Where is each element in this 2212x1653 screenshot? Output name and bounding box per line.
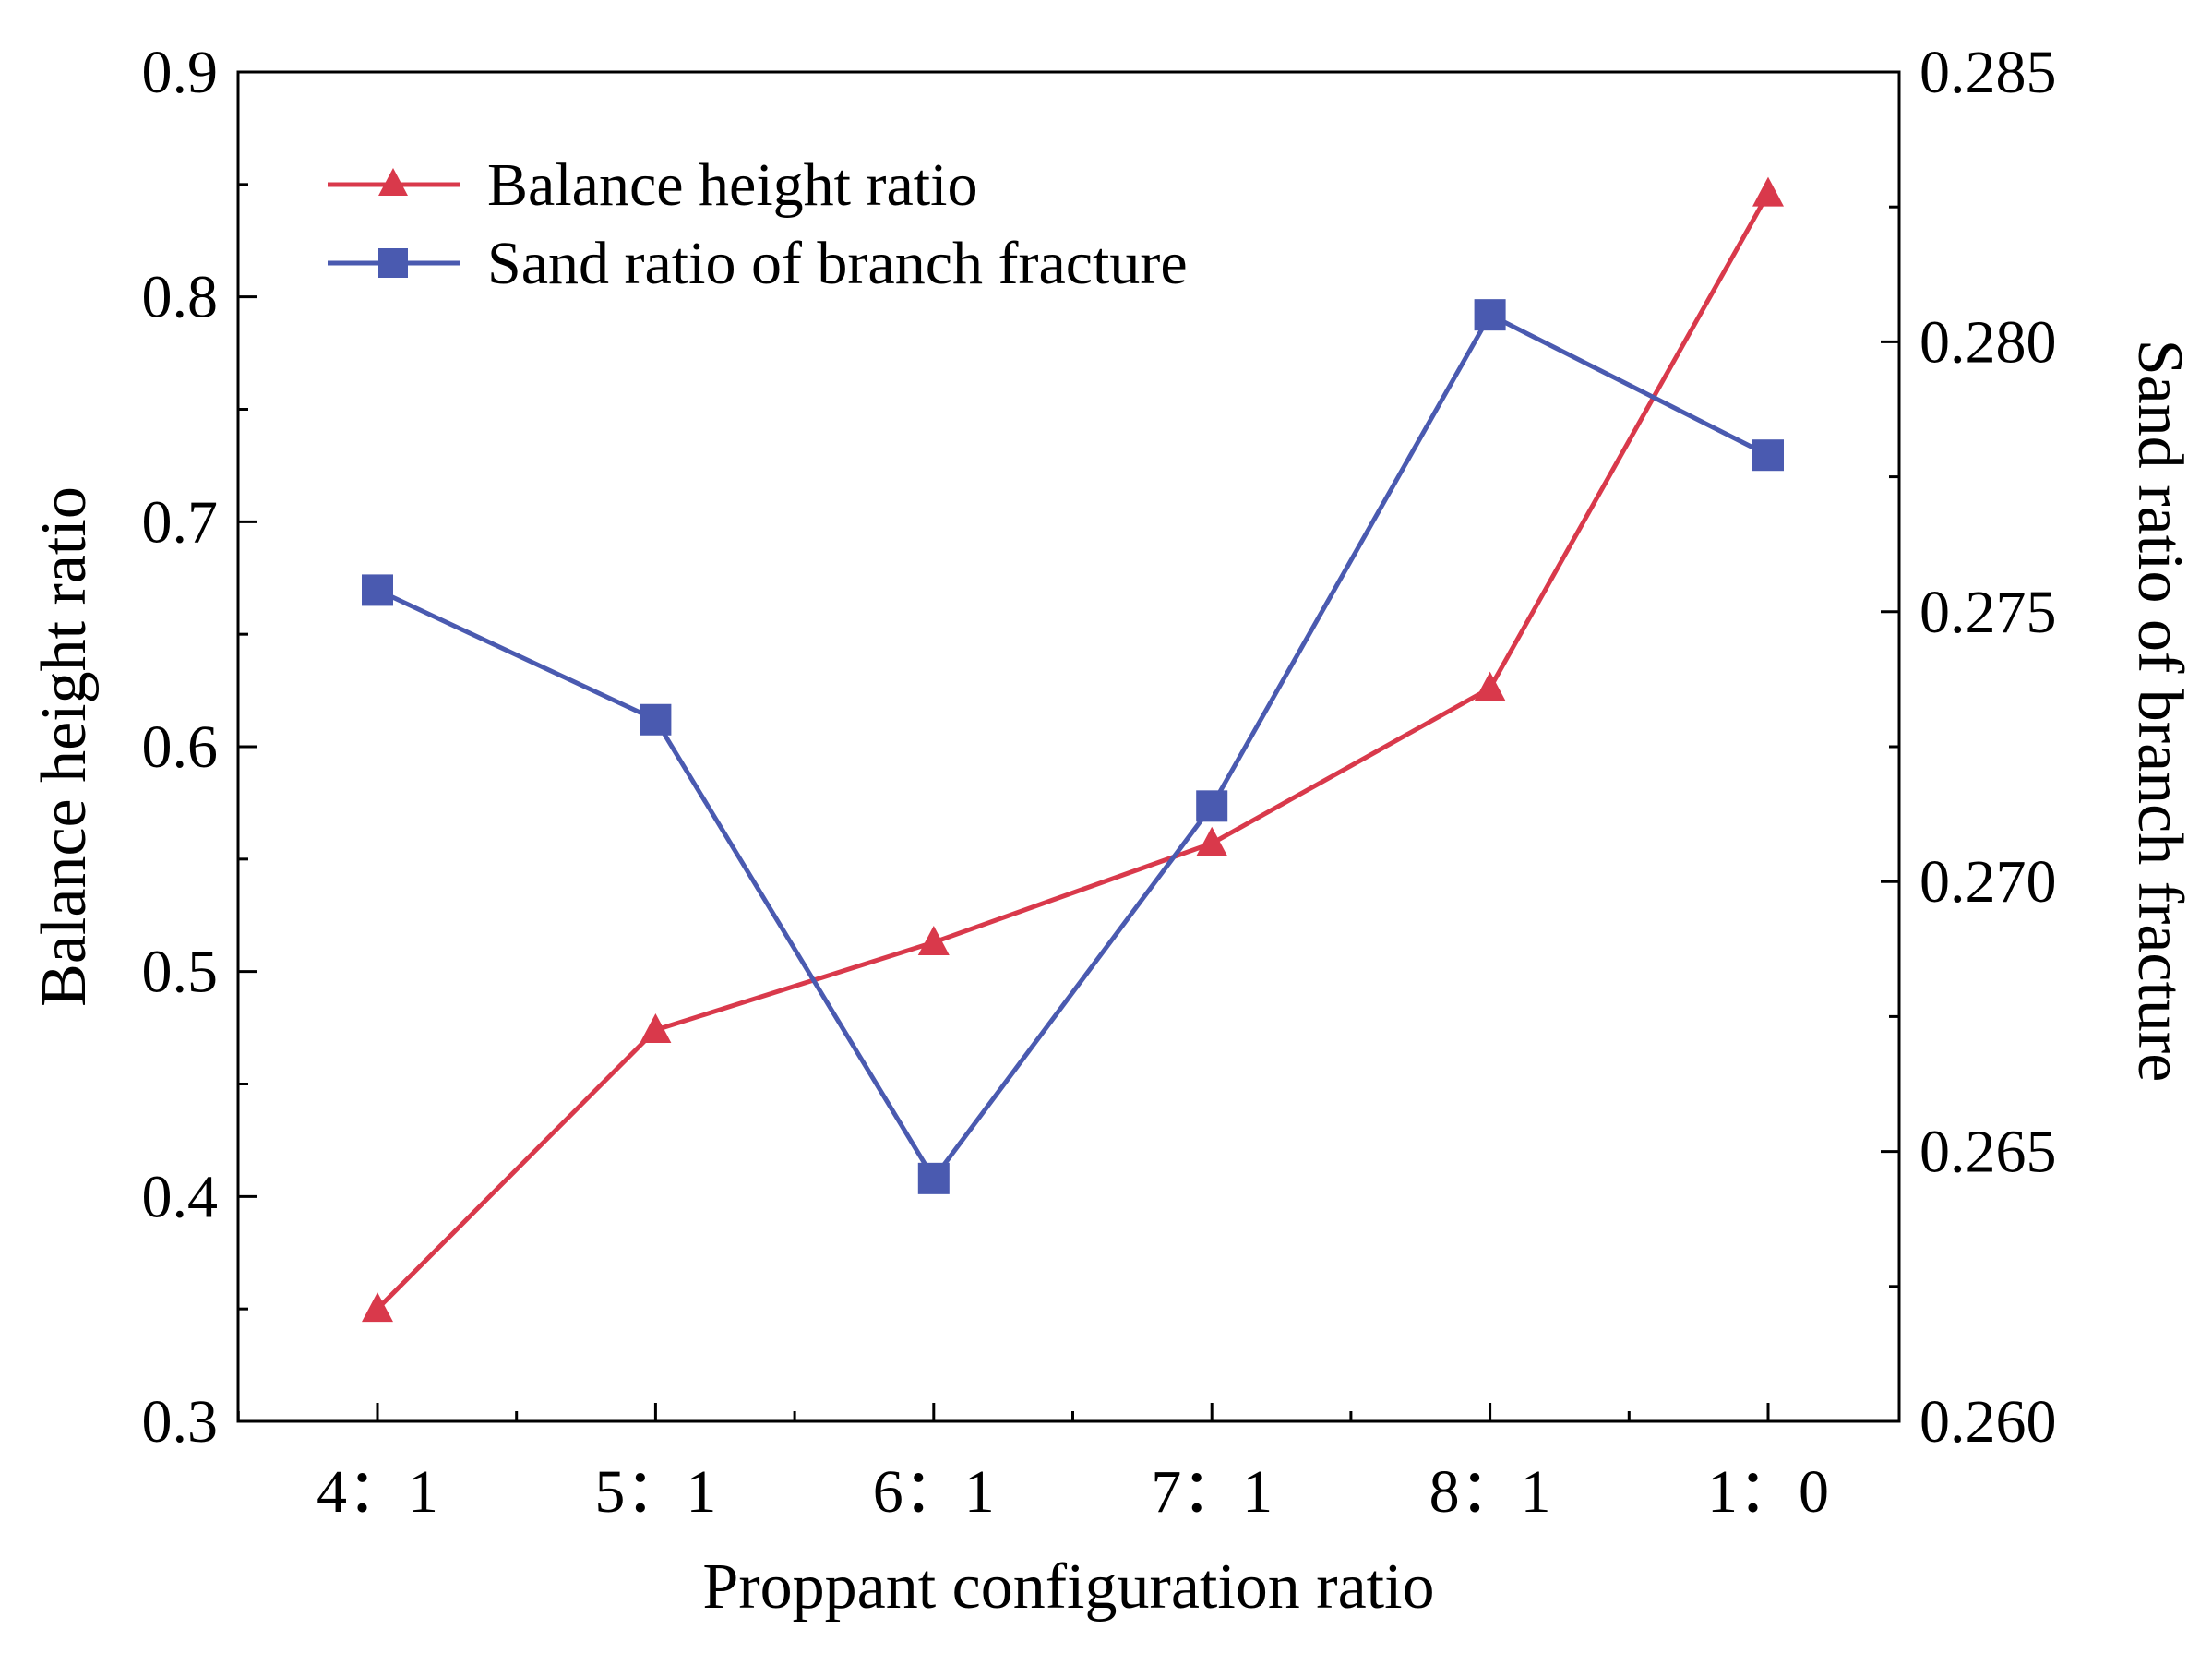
- y-left-tick-label: 0.9: [142, 39, 219, 106]
- y-left-tick-label: 0.8: [142, 264, 219, 331]
- data-point-square: [1474, 299, 1506, 331]
- y-right-tick-label: 0.285: [1919, 39, 2057, 106]
- legend-marker-triangle: [378, 168, 408, 196]
- data-point-triangle: [640, 1013, 672, 1044]
- y-right-tick-label: 0.280: [1919, 308, 2057, 376]
- series-line-balance-height-ratio: [376, 192, 1771, 1311]
- y-right-tick-label: 0.260: [1919, 1388, 2057, 1455]
- y-left-tick-label: 0.3: [142, 1388, 219, 1455]
- x-axis-title: Proppant configuration ratio: [702, 1551, 1434, 1623]
- legend-label-sand: Sand ratio of branch fracture: [487, 230, 1188, 297]
- x-tick-label: 6：1: [873, 1458, 995, 1526]
- y-right-tick-label: 0.270: [1919, 848, 2057, 916]
- data-point-triangle: [1196, 826, 1228, 856]
- data-point-square: [917, 1162, 950, 1194]
- legend-marker-square: [378, 248, 408, 278]
- data-point-triangle: [362, 1292, 393, 1323]
- data-point-square: [640, 703, 672, 736]
- x-tick-label: 8：1: [1429, 1458, 1551, 1526]
- legend-label-balance: Balance height ratio: [487, 151, 977, 219]
- y-axis-right-title: Sand ratio of branch fracture: [2124, 340, 2195, 1083]
- data-point-triangle: [1474, 671, 1506, 701]
- x-tick-label: 1：0: [1707, 1458, 1829, 1526]
- y-left-tick-label: 0.6: [142, 713, 219, 781]
- y-left-tick-label: 0.7: [142, 488, 219, 556]
- y-right-tick-label: 0.265: [1919, 1119, 2057, 1186]
- legend: Balance height ratio Sand ratio of branc…: [328, 151, 1188, 297]
- x-tick-label: 5：1: [594, 1458, 716, 1526]
- data-point-triangle: [1752, 176, 1784, 207]
- data-point-square: [1196, 790, 1228, 822]
- y-left-tick-label: 0.4: [142, 1163, 219, 1230]
- y-right-tick-label: 0.275: [1919, 579, 2057, 646]
- data-point-square: [1752, 439, 1784, 472]
- data-point-square: [362, 574, 393, 606]
- y-left-tick-label: 0.5: [142, 939, 219, 1006]
- x-tick-label: 4：1: [317, 1458, 438, 1526]
- series-line-sand-ratio: [376, 312, 1770, 1181]
- x-tick-label: 7：1: [1151, 1458, 1273, 1526]
- y-axis-title: Balance height ratio: [29, 486, 100, 1007]
- data-point-triangle: [917, 925, 950, 955]
